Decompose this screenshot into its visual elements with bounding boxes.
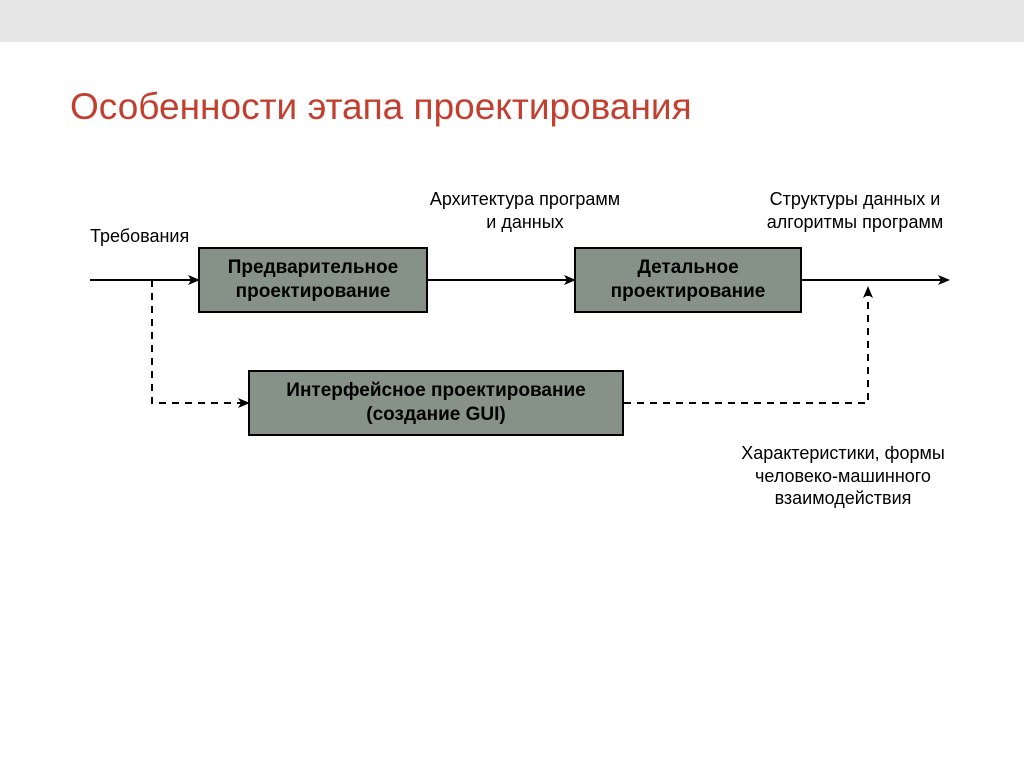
label-structures-l1: Структуры данных и	[770, 189, 941, 209]
label-requirements: Требования	[90, 225, 220, 248]
node-preliminary-l1: Предварительное	[228, 257, 398, 278]
page-title: Особенности этапа проектирования	[70, 86, 692, 128]
label-hmi-l1: Характеристики, формы	[741, 443, 945, 463]
node-detailed-design: Детальное проектирование	[574, 247, 802, 313]
label-hmi-l3: взаимодействия	[775, 488, 912, 508]
node-detailed-l1: Детальное	[637, 257, 738, 278]
node-detailed-l2: проектирование	[611, 281, 766, 302]
node-gui-design: Интерфейсное проектирование (создание GU…	[248, 370, 624, 436]
node-preliminary-l2: проектирование	[236, 281, 391, 302]
label-architecture-l1: Архитектура программ	[430, 189, 620, 209]
node-gui-l1: Интерфейсное проектирование	[286, 380, 585, 401]
label-hmi: Характеристики, формы человеко-машинного…	[718, 442, 968, 510]
node-gui-l2: (создание GUI)	[366, 404, 505, 425]
header-bar	[0, 0, 1024, 42]
label-structures-l2: алгоритмы программ	[767, 212, 943, 232]
label-structures: Структуры данных и алгоритмы программ	[740, 188, 970, 233]
label-architecture: Архитектура программ и данных	[400, 188, 650, 233]
node-preliminary-design: Предварительное проектирование	[198, 247, 428, 313]
label-architecture-l2: и данных	[486, 212, 563, 232]
label-hmi-l2: человеко-машинного	[755, 466, 931, 486]
